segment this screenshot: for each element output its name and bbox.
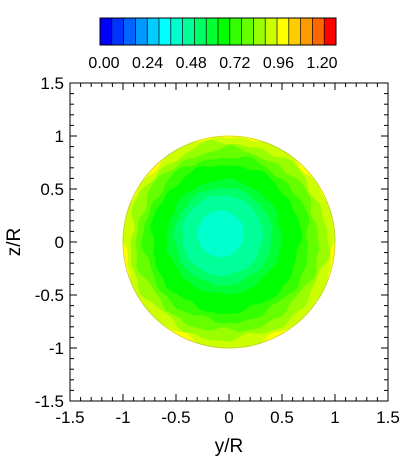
y-tick-label: -0.5 (35, 286, 64, 305)
y-tick-label: -1.5 (35, 392, 64, 411)
colorbar-tick-label: 0.72 (219, 55, 250, 72)
contour-field (122, 135, 336, 349)
colorbar-swatch (135, 18, 148, 45)
x-tick-label: 0 (224, 408, 233, 427)
colorbar-swatch (241, 18, 254, 45)
colorbar-tick-label: 0.48 (176, 55, 207, 72)
colorbar-swatch (194, 18, 207, 45)
x-tick-label: 0.5 (270, 408, 294, 427)
y-axis-title: z/R (4, 228, 25, 257)
plot-area: -1.5 -1 -0.5 0 0.5 1 1.5 1.5 1 0.5 0 -0.5 -1 -1.5 (35, 74, 400, 427)
colorbar-frame (99, 17, 337, 46)
y-tick-label: 1.5 (40, 74, 64, 93)
x-axis-ticks: -1.5 -1 -0.5 0 0.5 1 1.5 (55, 83, 400, 427)
x-tick-label: 1 (330, 408, 339, 427)
colorbar-swatch (100, 18, 113, 45)
colorbar-swatch (218, 18, 231, 45)
colorbar-swatch (265, 18, 278, 45)
colorbar-swatch (312, 18, 325, 45)
x-tick-label: -1.5 (55, 408, 84, 427)
colorbar-swatches (100, 18, 337, 45)
y-tick-label: 0 (55, 233, 64, 252)
colorbar-swatch (206, 18, 219, 45)
colorbar-swatch (288, 18, 301, 45)
x-tick-label: -1 (115, 408, 130, 427)
x-axis-title: y/R (215, 436, 244, 457)
colorbar-swatch (170, 18, 183, 45)
colorbar-swatch (111, 18, 124, 45)
colorbar-swatch (253, 18, 266, 45)
colorbar-swatch (300, 18, 313, 45)
y-axis-ticks: 1.5 1 0.5 0 -0.5 -1 -1.5 (35, 74, 388, 411)
colorbar-swatch (229, 18, 242, 45)
colorbar-swatch (182, 18, 195, 45)
colorbar-swatch (324, 18, 337, 45)
colorbar-tick-label: 0.96 (263, 55, 294, 72)
colorbar-swatch (277, 18, 290, 45)
colorbar-tick-label: 1.20 (306, 55, 337, 72)
x-tick-label: -0.5 (161, 408, 190, 427)
colorbar: 0.00 0.24 0.48 0.72 0.96 1.20 (88, 17, 338, 72)
y-tick-label: 0.5 (40, 180, 64, 199)
colorbar-tick-label: 0.24 (132, 55, 163, 72)
x-tick-label: 1.5 (376, 408, 400, 427)
colorbar-tick-label: 0.00 (88, 55, 119, 72)
domain-boundary (122, 135, 336, 349)
colorbar-swatch (123, 18, 136, 45)
field-band (211, 224, 227, 240)
colorbar-swatch (159, 18, 172, 45)
y-tick-label: -1 (49, 339, 64, 358)
colorbar-swatch (147, 18, 160, 45)
colorbar-tick-labels: 0.00 0.24 0.48 0.72 0.96 1.20 (88, 55, 337, 72)
y-tick-label: 1 (55, 127, 64, 146)
